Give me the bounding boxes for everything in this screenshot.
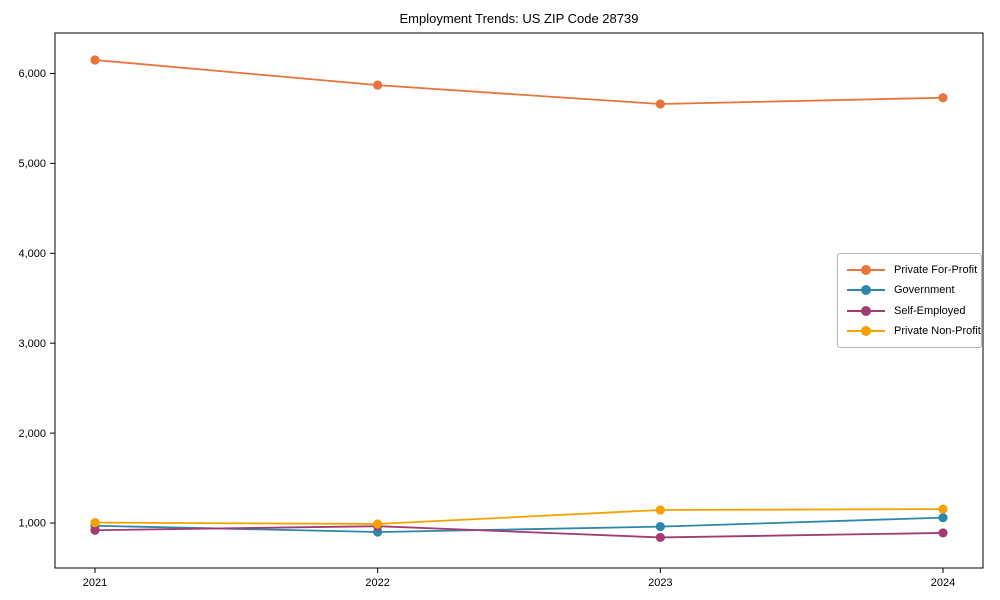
- data-point-marker: [655, 522, 665, 532]
- series-line-private-for-profit: [94, 59, 944, 105]
- legend-item-private-for-profit: Private For-Profit: [847, 261, 977, 279]
- legend-item-government: Government: [847, 281, 973, 299]
- data-point-marker: [90, 55, 100, 65]
- data-point-marker: [655, 505, 665, 515]
- x-tick-label: 2023: [648, 577, 672, 589]
- x-tick-label: 2024: [931, 577, 955, 589]
- x-tick-label: 2022: [365, 577, 389, 589]
- legend: Private For-Profit Government Self-Emplo…: [837, 253, 982, 348]
- legend-item-private-non-profit: Private Non-Profit: [847, 322, 981, 340]
- data-point-marker: [90, 517, 100, 528]
- data-point-marker: [655, 532, 665, 543]
- data-point-marker: [938, 504, 948, 514]
- data-point-marker: [938, 93, 948, 103]
- line-marker-icon: [847, 285, 885, 296]
- legend-label: Self-Employed: [894, 304, 966, 317]
- legend-label: Government: [894, 284, 955, 297]
- series-line-private-non-profit: [94, 508, 944, 525]
- legend-label: Private For-Profit: [894, 264, 978, 276]
- legend-item-self-employed: Self-Employed: [847, 302, 973, 320]
- y-tick-label: 1,000: [18, 518, 46, 530]
- y-tick-label: 5,000: [18, 158, 46, 170]
- line-marker-icon: [847, 325, 885, 336]
- line-marker-icon: [847, 305, 885, 316]
- chart-title: Employment Trends: US ZIP Code 28739: [399, 11, 639, 26]
- legend-label: Private Non-Profit: [894, 324, 981, 337]
- plot-border: [54, 32, 984, 569]
- series-line-government: [94, 516, 944, 533]
- series-line-self-employed: [94, 525, 944, 539]
- data-point-marker: [655, 99, 665, 109]
- x-tick-label: 2021: [83, 577, 107, 589]
- data-point-marker: [373, 80, 383, 90]
- data-point-marker: [90, 525, 100, 535]
- y-tick-label: 6,000: [18, 68, 46, 80]
- y-tick-label: 2,000: [18, 428, 46, 440]
- y-tick-label: 4,000: [18, 248, 46, 260]
- y-tick-label: 3,000: [18, 338, 46, 350]
- data-point-marker: [938, 513, 948, 523]
- data-point-marker: [938, 528, 948, 538]
- line-marker-icon: [847, 265, 885, 275]
- data-point-marker: [373, 519, 383, 529]
